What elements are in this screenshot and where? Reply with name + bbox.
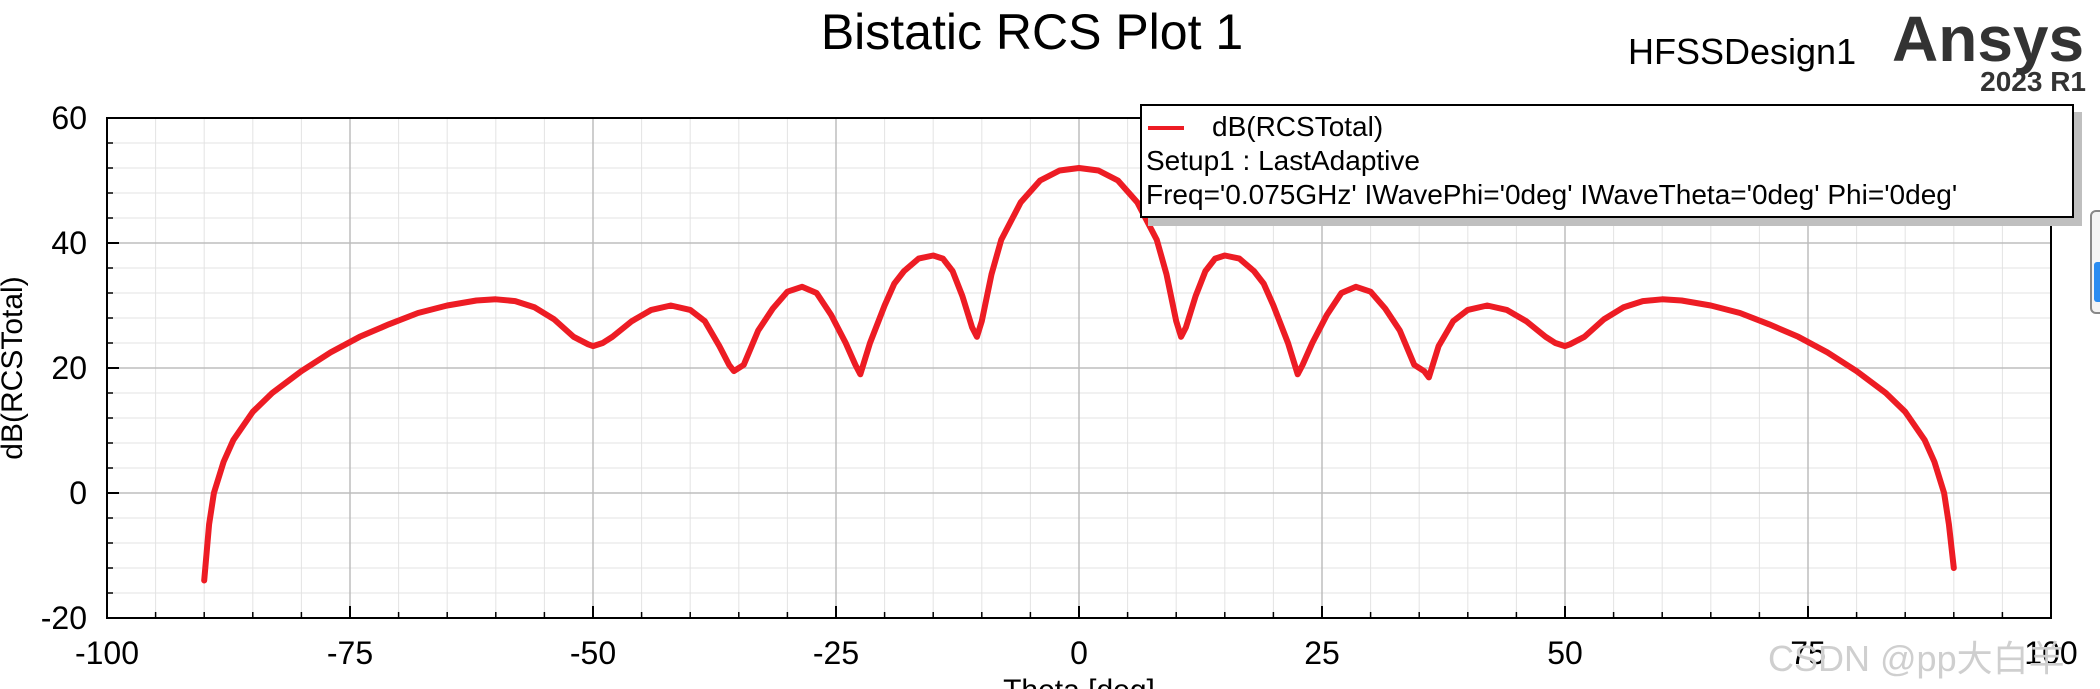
tick-labels: -100 -75 -50 -25 0 25 50 75 100 -20 0 20 40 60 bbox=[41, 100, 2078, 671]
side-scroll-handle[interactable] bbox=[2090, 210, 2100, 314]
legend[interactable]: dB(RCSTotal) Setup1 : LastAdaptive Freq=… bbox=[1140, 104, 2074, 218]
y-axis-label: dB(RCSTotal) bbox=[0, 276, 29, 459]
y-tick-label: -20 bbox=[41, 600, 87, 636]
y-tick-label: 40 bbox=[51, 225, 87, 261]
x-tick-label: -75 bbox=[327, 635, 373, 671]
series-layer bbox=[201, 165, 1957, 584]
legend-setup-line: Setup1 : LastAdaptive bbox=[1146, 145, 1420, 176]
version-label: 2023 R1 bbox=[1980, 66, 2086, 97]
x-tick-label: -50 bbox=[570, 635, 616, 671]
y-tick-label: 60 bbox=[51, 100, 87, 136]
watermark: CSDN @pp大白羊 bbox=[1768, 638, 2065, 679]
plot-frame bbox=[106, 117, 2052, 619]
x-tick-label: 25 bbox=[1304, 635, 1340, 671]
x-tick-label: -25 bbox=[813, 635, 859, 671]
brand-logo: Ansys bbox=[1892, 3, 2085, 75]
legend-params-line: Freq='0.075GHz' IWavePhi='0deg' IWaveThe… bbox=[1146, 179, 1958, 210]
series-line-rcs-total bbox=[201, 165, 1957, 584]
x-tick-label: 75 bbox=[1790, 635, 1826, 671]
x-tick-label: -100 bbox=[75, 635, 139, 671]
side-scroll-indicator bbox=[2094, 262, 2100, 302]
x-tick-label: 50 bbox=[1547, 635, 1583, 671]
legend-entry: dB(RCSTotal) bbox=[1212, 111, 1384, 142]
chart-title: Bistatic RCS Plot 1 bbox=[820, 4, 1244, 60]
x-axis-label: Theta [deg] bbox=[1003, 674, 1155, 689]
y-tick-label: 0 bbox=[69, 475, 87, 511]
design-name: HFSSDesign1 bbox=[1628, 31, 1857, 72]
y-tick-label: 20 bbox=[51, 350, 87, 386]
x-tick-label: 100 bbox=[2024, 635, 2077, 671]
legend-swatch bbox=[1148, 126, 1184, 130]
x-tick-label: 0 bbox=[1070, 635, 1088, 671]
